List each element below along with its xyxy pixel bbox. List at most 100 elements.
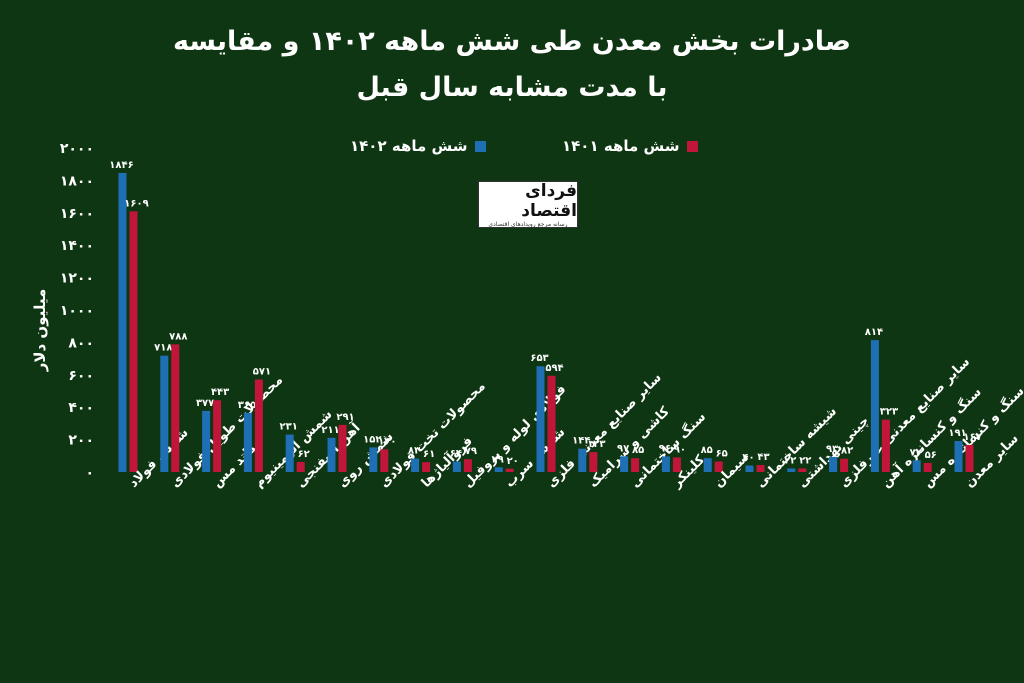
legend-swatch-1402 [475, 140, 487, 152]
data-label: ۱۴۴ [572, 436, 590, 447]
data-label: ۲۲ [799, 455, 811, 466]
bar-1401 [171, 344, 180, 472]
bar-1402 [578, 448, 587, 472]
data-label: ۱۸۴۶ [109, 160, 133, 171]
y-tick-label: ۴۰۰ [68, 400, 94, 416]
data-label: ۷۸۸ [169, 331, 187, 342]
legend-label-1401: شش ماهه ۱۴۰۱ [562, 137, 680, 155]
data-label: ۱۹۱ [948, 428, 966, 439]
bar-1401 [254, 379, 263, 472]
data-label: ۲۰ [507, 456, 519, 467]
data-label: ۱۶۰۹ [124, 198, 148, 209]
bar-1402 [703, 458, 712, 472]
data-label: ۹۷ [617, 443, 629, 454]
bar-1402 [369, 447, 378, 472]
chart-title: صادرات بخش معدن طی شش ماهه ۱۴۰۲ و مقایسه [173, 26, 851, 57]
data-label: ۳۷۷ [196, 398, 214, 409]
legend-label-1402: شش ماهه ۱۴۰۲ [350, 137, 468, 155]
y-tick-label: ۲۰۰ [68, 433, 94, 449]
data-label: ۴۴۳ [211, 387, 229, 398]
data-label: ۳۶۵ [238, 400, 256, 411]
data-label: ۵۷۱ [253, 366, 271, 377]
y-tick-label: ۱۴۰۰ [60, 238, 94, 254]
bar-1402 [829, 456, 838, 472]
bar-1401 [672, 457, 681, 472]
data-label: ۶۵۳ [530, 353, 548, 364]
y-tick-label: ۲۰۰۰ [60, 141, 94, 157]
bar-1401 [129, 211, 138, 473]
data-label: ۶۵ [716, 448, 728, 459]
y-tick-label: ۱۸۰۰ [60, 173, 94, 189]
bar-1401 [547, 375, 556, 472]
data-label: ۸۵ [701, 445, 713, 456]
data-label: ۸۳ [408, 446, 420, 457]
legend-item-1401: شش ماهه ۱۴۰۱ [562, 137, 699, 155]
data-label: ۲۱۱ [321, 425, 339, 436]
bar-1401 [798, 468, 807, 472]
bar-1401 [213, 400, 222, 472]
data-label: ۸۵ [632, 445, 644, 456]
bar-1402 [912, 460, 921, 472]
data-label: ۹۶ [659, 443, 671, 454]
data-label: ۶۱ [423, 449, 435, 460]
bar-1402 [536, 366, 545, 472]
data-label: ۶۲ [298, 449, 310, 460]
bar-1402 [787, 468, 796, 472]
bar-1402 [870, 340, 879, 472]
data-label: ۴۰ [742, 453, 754, 464]
y-tick-label: ۱۶۰۰ [60, 206, 94, 222]
legend-item-1402: شش ماهه ۱۴۰۲ [350, 137, 487, 155]
bar-1401 [380, 449, 389, 472]
bar-1402 [118, 172, 127, 472]
y-tick-label: ۸۰۰ [68, 335, 94, 351]
bar-1401 [338, 424, 347, 472]
bar-1402 [745, 465, 754, 472]
data-label: ۴۳ [757, 452, 769, 463]
bar-1402 [202, 410, 211, 472]
bar-1402 [160, 355, 169, 472]
data-label: ۸۱۴ [865, 327, 883, 338]
data-label: ۳۲۳ [880, 407, 898, 418]
data-label: ۱۵۲ [363, 434, 381, 445]
data-label: ۷۱۸ [154, 343, 172, 354]
logo-subtext: رسانه مرجع رویدادهای اقتصادی [488, 220, 568, 228]
bar-1402 [327, 437, 336, 472]
data-label: ۸۲ [841, 446, 853, 457]
data-label: ۱۲۳ [587, 439, 605, 450]
data-label: ۱۴۰ [378, 436, 396, 447]
legend-swatch-1401 [687, 140, 699, 152]
logo-text: فردای اقتصاد [521, 180, 577, 221]
bar-1402 [620, 456, 629, 472]
bar-1402 [243, 412, 252, 472]
bar-1401 [505, 468, 514, 472]
data-label: ۷۹ [465, 446, 477, 457]
bar-1401 [422, 462, 431, 472]
bar-1401 [589, 452, 598, 472]
bar-1402 [661, 456, 670, 472]
y-tick-label: ۶۰۰ [68, 368, 94, 384]
data-label: ۲۲ [784, 455, 796, 466]
bar-1402 [954, 441, 963, 472]
bar-1401 [840, 458, 849, 472]
data-label: ۲۳۱ [280, 422, 298, 433]
data-label: ۲۹ [492, 454, 504, 465]
data-label: ۷۲ [910, 447, 922, 458]
y-tick-label: ۰ [85, 465, 94, 481]
data-label: ۵۹۴ [545, 363, 563, 374]
bar-1401 [965, 444, 974, 472]
y-tick-label: ۱۲۰۰ [60, 271, 94, 287]
data-label: ۶۴ [450, 449, 462, 460]
data-label: ۹۰ [674, 444, 686, 455]
bar-1402 [285, 434, 294, 472]
bar-1401 [296, 461, 305, 472]
bar-1402 [494, 467, 503, 472]
bar-1401 [756, 465, 765, 472]
chart-subtitle: با مدت مشابه سال قبل [356, 72, 668, 103]
bar-1401 [631, 458, 640, 472]
data-label: ۵۶ [925, 450, 937, 461]
y-tick-label: ۱۰۰۰ [60, 303, 94, 319]
bar-1402 [411, 458, 420, 472]
data-label: ۲۹۱ [336, 412, 354, 423]
data-label: ۱۶۷ [963, 432, 981, 443]
